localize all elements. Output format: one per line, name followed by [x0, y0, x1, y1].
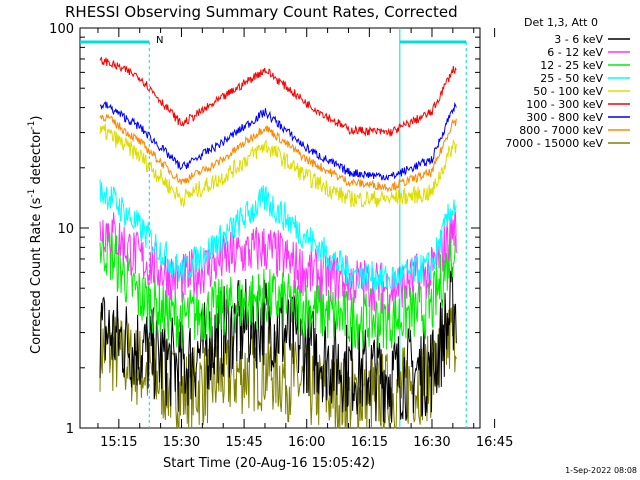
series-line-0 [99, 266, 457, 424]
series-line-4 [99, 123, 457, 209]
y-tick-label: 1 [66, 422, 74, 437]
x-tick-label: 16:45 [476, 435, 513, 450]
y-tick-label: 10 [57, 222, 74, 237]
series-line-6 [99, 100, 457, 181]
y-axis: 1 10 100 [49, 22, 480, 437]
series-line-1 [99, 211, 457, 314]
x-tick-label: 16:15 [351, 435, 388, 450]
legend-label-7: 800 - 7000 keV [519, 124, 603, 137]
legend-label-4: 50 - 100 keV [533, 85, 603, 98]
series-line-7 [99, 114, 457, 193]
legend-title: Det 1,3, Att 0 [524, 16, 598, 29]
x-tick-label: 16:00 [288, 435, 325, 450]
y-axis-label-sup2: -1 [27, 121, 37, 130]
night-marker-label: N [156, 35, 163, 46]
x-axis: 15:15 15:30 15:45 16:00 16:15 16:30 16:45 [97, 28, 513, 450]
series-line-8 [99, 303, 457, 429]
x-tick-label: 15:15 [100, 435, 137, 450]
y-axis-label-sup1: -1 [27, 189, 37, 198]
y-axis-label: Corrected Count Rate (s-1 detector-1) [27, 116, 44, 354]
legend-label-2: 12 - 25 keV [540, 59, 603, 72]
series-line-3 [99, 179, 457, 293]
y-axis-label-part1: Corrected Count Rate (s [29, 197, 44, 354]
series-line-5 [99, 56, 457, 138]
y-tick-label: 100 [49, 22, 74, 37]
x-tick-label: 16:30 [413, 435, 450, 450]
chart-title: RHESSI Observing Summary Count Rates, Co… [65, 3, 458, 21]
y-axis-label-part2: detector [29, 129, 44, 189]
y-axis-label-part3: ) [29, 116, 44, 121]
legend-label-0: 3 - 6 keV [554, 33, 603, 46]
legend-label-8: 7000 - 15000 keV [505, 137, 603, 150]
x-axis-label: Start Time (20-Aug-16 15:05:42) [163, 456, 375, 471]
legend-label-5: 100 - 300 keV [526, 98, 603, 111]
generation-timestamp: 1-Sep-2022 08:08 [565, 466, 637, 475]
legend-label-1: 6 - 12 keV [547, 46, 603, 59]
legend-label-3: 25 - 50 keV [540, 72, 603, 85]
legend-label-6: 300 - 800 keV [526, 111, 603, 124]
series-layer [99, 56, 457, 429]
x-tick-label: 15:30 [163, 435, 200, 450]
x-tick-label: 15:45 [225, 435, 262, 450]
